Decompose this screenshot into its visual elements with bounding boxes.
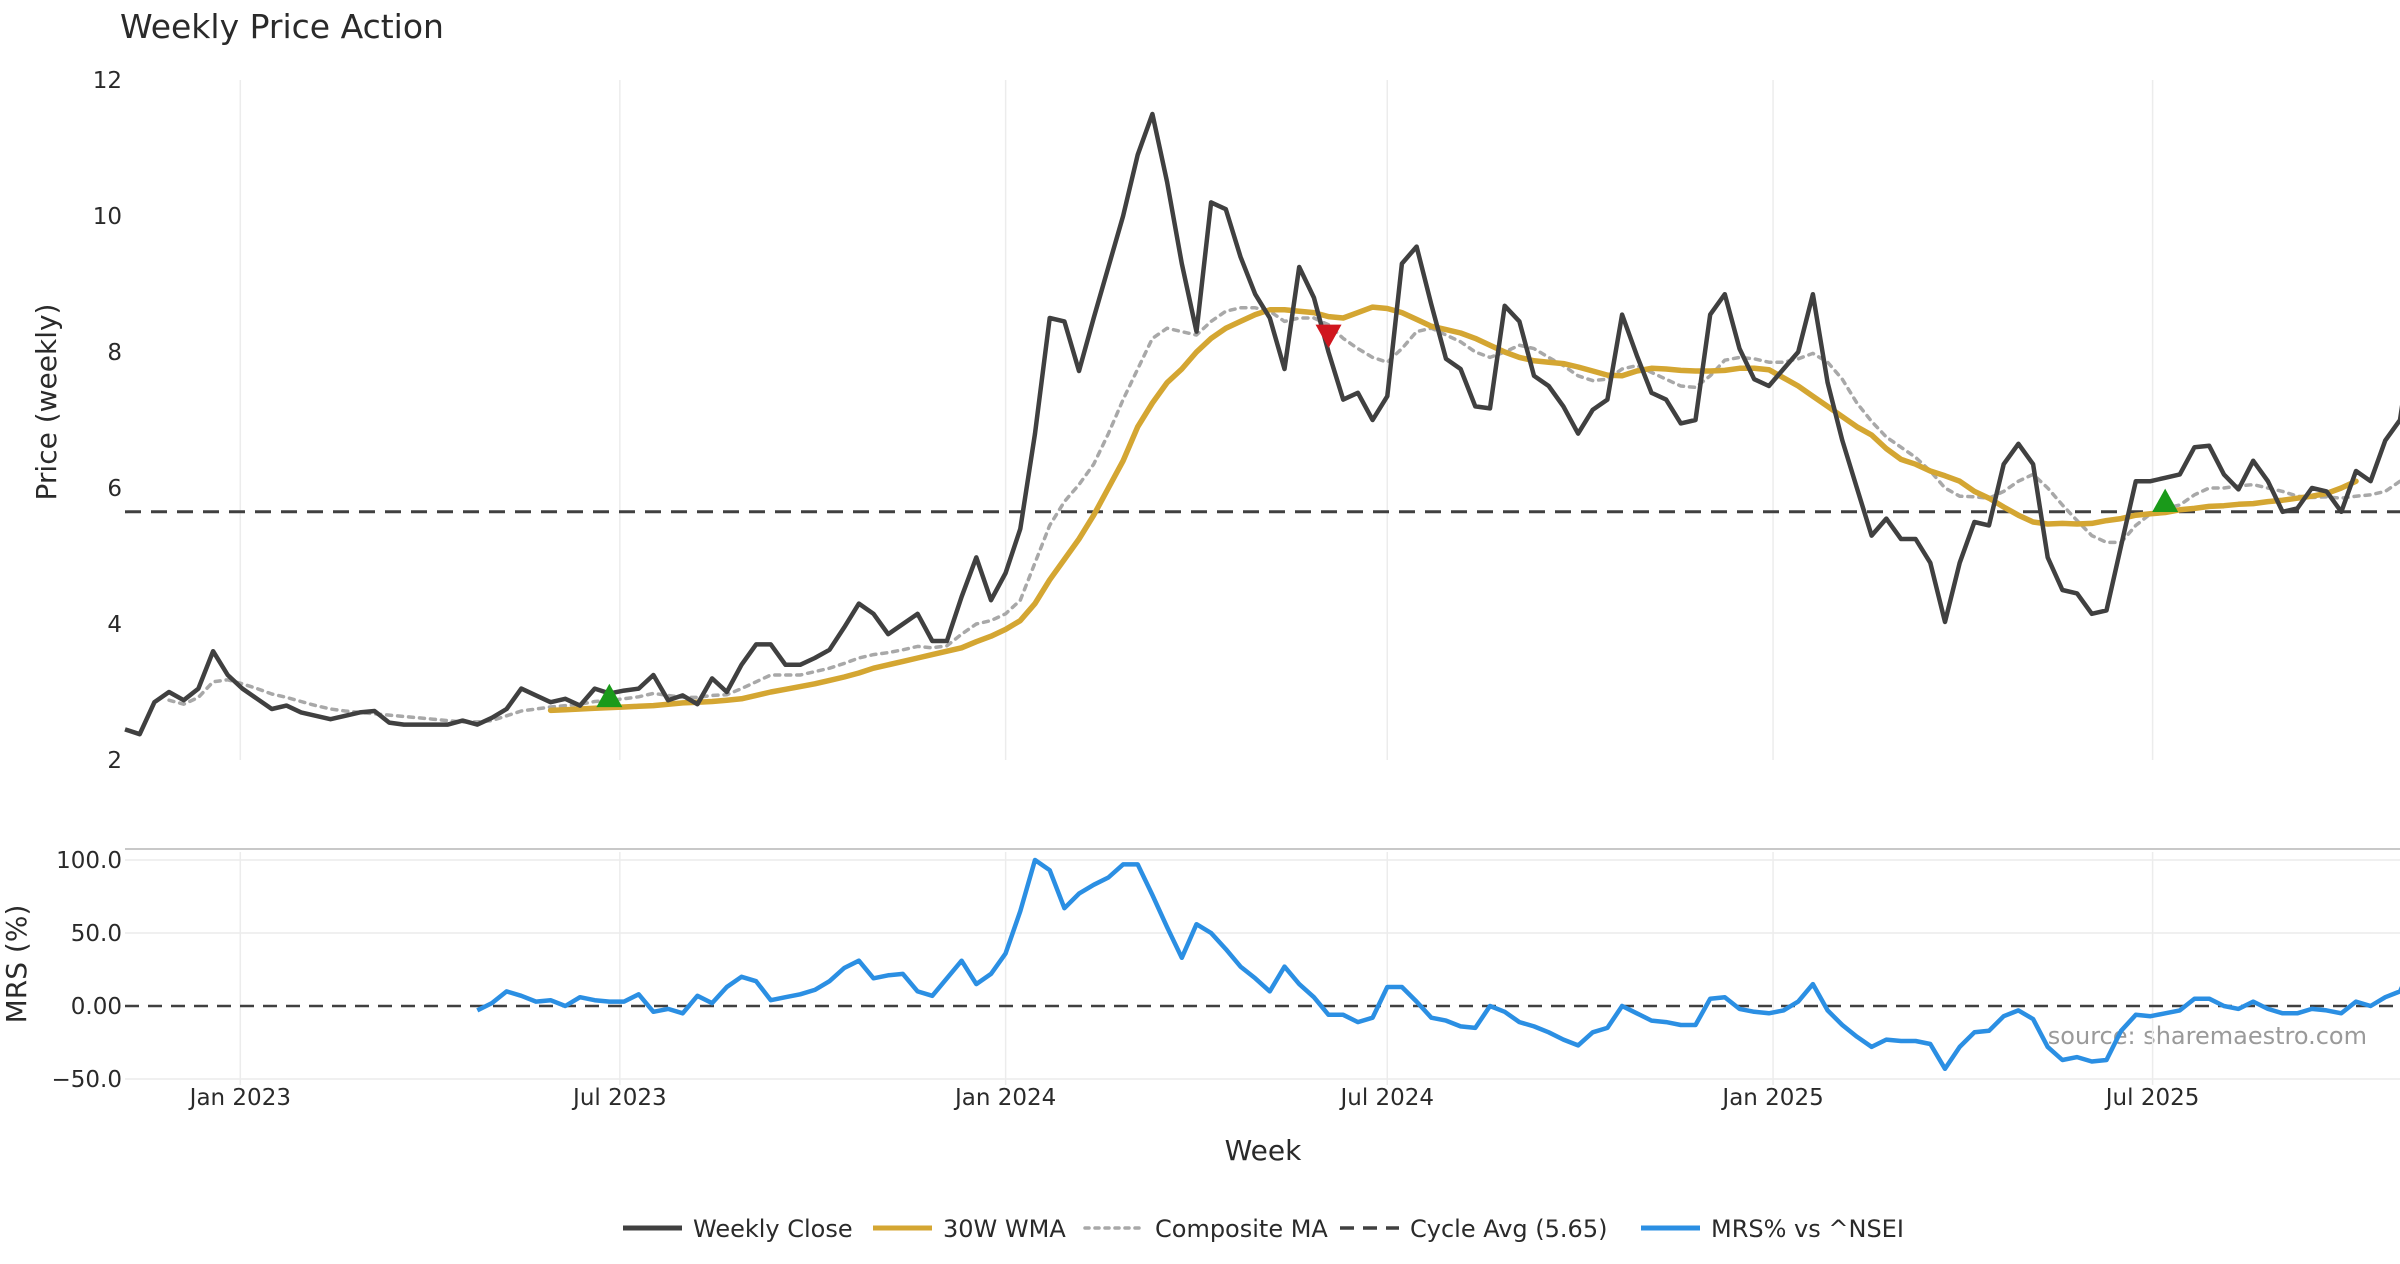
mrs-y-axis-label: MRS (%) (0, 905, 33, 1024)
x-tick-label: Jul 2023 (571, 1085, 667, 1111)
x-tick-label: Jan 2023 (188, 1085, 291, 1111)
price-y-tick-label: 6 (107, 476, 122, 502)
chart-title: Weekly Price Action (120, 7, 444, 46)
legend-label: Cycle Avg (5.65) (1410, 1215, 1607, 1243)
x-tick-label: Jan 2024 (953, 1085, 1056, 1111)
price-y-tick-label: 4 (107, 612, 122, 638)
mrs-y-tick-label: 50.0 (71, 921, 122, 947)
price-y-axis-label: Price (weekly) (30, 304, 63, 501)
price-y-tick-label: 2 (107, 748, 122, 774)
buy-signal-marker (596, 683, 623, 708)
legend-label: Composite MA (1155, 1215, 1328, 1243)
buy-signal-marker (2152, 488, 2179, 512)
weekly-close-line (124, 111, 2400, 737)
price-y-tick-label: 12 (93, 68, 122, 94)
legend: Weekly Close 30W WMA Composite MA Cycle Avg… (623, 1215, 1904, 1243)
sell-signal-marker (1315, 324, 1342, 348)
chart-plot-area: 2 4 6 8 10 12 −50.0 0.00 50.0 100.0 Jan 2023 Jul 20… (52, 68, 2400, 1243)
legend-label: 30W WMA (943, 1215, 1066, 1243)
mrs-line (476, 857, 2400, 1072)
mrs-y-tick-label: 100.0 (56, 848, 122, 874)
legend-label: MRS% vs ^NSEI (1711, 1215, 1904, 1243)
price-y-tick-label: 10 (93, 204, 122, 230)
legend-label: Weekly Close (693, 1215, 853, 1243)
source-annotation: source: sharemaestro.com (2048, 1022, 2367, 1050)
x-tick-label: Jul 2024 (1338, 1085, 1434, 1111)
wma-30w-line (547, 304, 2359, 714)
mrs-y-tick-label: 0.00 (71, 994, 122, 1020)
price-y-tick-label: 8 (107, 340, 122, 366)
mrs-y-tick-label: −50.0 (52, 1067, 122, 1093)
x-tick-label: Jul 2025 (2104, 1085, 2200, 1111)
x-axis-label: Week (1225, 1134, 1302, 1167)
x-tick-label: Jan 2025 (1720, 1085, 1823, 1111)
